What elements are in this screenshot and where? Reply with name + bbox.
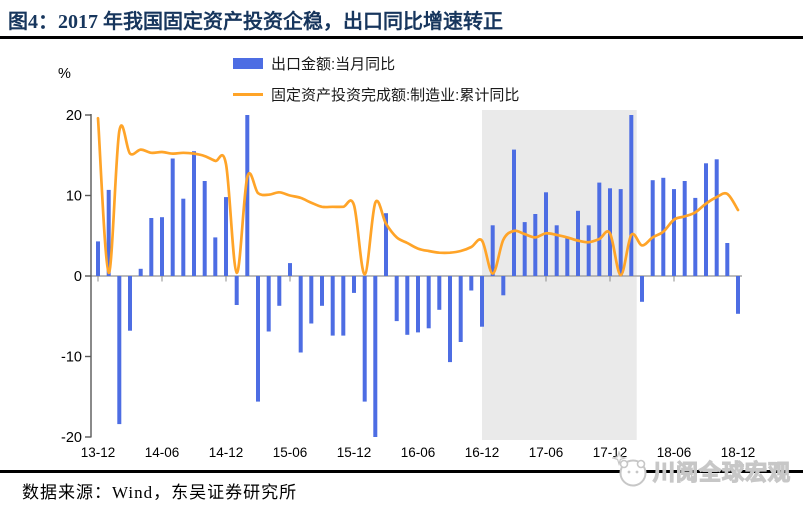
figure-title: 图4：2017 年我国固定资产投资企稳，出口同比增速转正	[8, 11, 503, 33]
legend-item-fai: 固定资产投资完成额:制造业:累计同比	[233, 84, 519, 105]
svg-text:20: 20	[66, 108, 82, 124]
svg-text:14-06: 14-06	[145, 445, 180, 460]
svg-text:13-12: 13-12	[81, 445, 116, 460]
svg-text:14-12: 14-12	[209, 445, 244, 460]
legend-line-swatch	[233, 93, 263, 96]
svg-text:17-06: 17-06	[529, 445, 564, 460]
legend-bar-label: 出口金额:当月同比	[271, 56, 396, 73]
chart-canvas: 20 10 0 -10 -20% 13-12 14-06 14-12 15-06 15-12 16-…	[58, 66, 756, 460]
svg-text:0: 0	[74, 269, 82, 285]
svg-text:-10: -10	[61, 350, 82, 366]
top-rule	[0, 36, 803, 39]
svg-text:16-06: 16-06	[401, 445, 436, 460]
svg-text:18-12: 18-12	[721, 445, 756, 460]
legend-item-exports: 出口金额:当月同比	[233, 53, 519, 74]
svg-text:15-12: 15-12	[337, 445, 372, 460]
watermark-text: 川阅全球宏观	[652, 459, 792, 485]
svg-text:15-06: 15-06	[273, 445, 308, 460]
watermark-logo-icon	[612, 451, 647, 487]
svg-text:%: %	[58, 66, 71, 82]
legend-bar-swatch	[233, 58, 263, 69]
watermark: 川阅全球宏观	[612, 451, 791, 491]
svg-text:18-06: 18-06	[657, 445, 692, 460]
svg-text:-20: -20	[61, 430, 82, 446]
source-note: 数据来源：Wind，东吴证券研究所	[22, 483, 298, 502]
bottom-rule	[0, 470, 803, 473]
legend: 出口金额:当月同比 固定资产投资完成额:制造业:累计同比	[233, 53, 519, 105]
svg-text:16-12: 16-12	[465, 445, 500, 460]
legend-line-label: 固定资产投资完成额:制造业:累计同比	[271, 87, 520, 104]
svg-text:10: 10	[66, 189, 82, 205]
